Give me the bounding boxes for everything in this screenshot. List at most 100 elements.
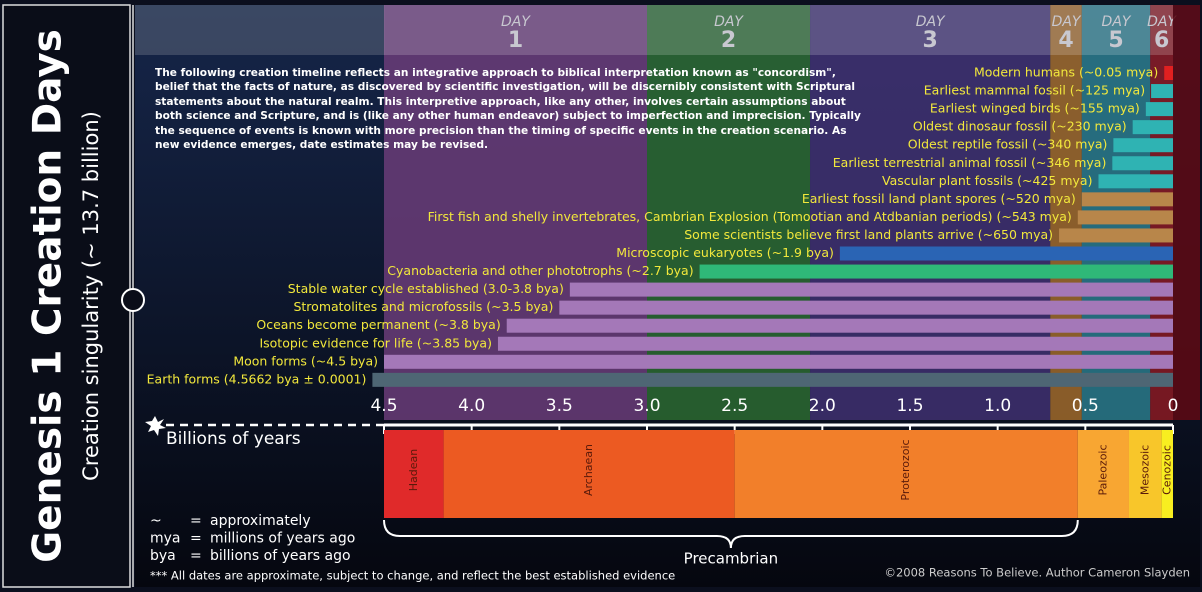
- x-tick-label: 2.5: [721, 396, 748, 416]
- x-tick-label: 2.0: [809, 396, 836, 416]
- x-tick-label: 4.0: [458, 396, 485, 416]
- bar: [839, 246, 1173, 261]
- bar-label: Oldest reptile fossil (~340 mya): [908, 137, 1108, 152]
- bar-label: Earth forms (4.5662 bya ± 0.0001): [147, 371, 367, 386]
- legend: ~ = approximately mya = millions of years ago…: [150, 513, 355, 564]
- bar: [1164, 66, 1173, 80]
- era-label: Paleozoic: [1096, 444, 1109, 495]
- bar: [1081, 192, 1173, 207]
- legend-equals: =: [190, 548, 202, 564]
- bar-label: Vascular plant fossils (~425 mya): [882, 173, 1092, 188]
- era-label: Hadean: [407, 449, 420, 492]
- legend-equals: =: [190, 531, 202, 547]
- legend-meaning: millions of years ago: [210, 531, 355, 547]
- day-header: [1050, 5, 1082, 55]
- day-label: DAY: [1102, 14, 1132, 30]
- intro-text: The following creation timeline reflects…: [155, 67, 861, 152]
- era: [1161, 430, 1173, 518]
- bar-label: Stable water cycle established (3.0-3.8 …: [288, 281, 564, 296]
- day-label: DAY: [1052, 14, 1082, 30]
- legend-meaning: billions of years ago: [210, 548, 351, 564]
- bar: [1113, 138, 1173, 153]
- bar: [1151, 84, 1173, 99]
- day-header: [810, 5, 1051, 55]
- bar: [699, 264, 1173, 279]
- x-tick-label: 0: [1168, 396, 1179, 416]
- day-column: [1050, 5, 1082, 420]
- x-axis-label: Billions of years: [166, 429, 301, 449]
- day-number: 4: [1058, 28, 1073, 53]
- bars: Modern humans (~0.05 mya) Earliest mammal…: [147, 65, 1173, 387]
- day-number: 5: [1108, 28, 1123, 53]
- bar-label: Earliest mammal fossil (~125 mya): [924, 83, 1145, 98]
- era-label: Proterozoic: [899, 439, 912, 500]
- era: [443, 430, 735, 518]
- x-tick-label: 1.0: [984, 396, 1011, 416]
- bar-label: Moon forms (~4.5 bya): [233, 353, 378, 368]
- bar-label: Isotopic evidence for life (~3.85 bya): [259, 335, 492, 350]
- day-label: DAY: [501, 14, 531, 30]
- bar: [372, 372, 1173, 387]
- day-label: DAY: [1147, 14, 1177, 30]
- bar-label: Stromatolites and microfossils (~3.5 bya…: [293, 299, 553, 314]
- bar: [1077, 210, 1173, 225]
- bar-label: Earliest winged birds (~155 mya): [930, 101, 1140, 116]
- precambrian-brace: [383, 519, 1079, 549]
- bar-label: Modern humans (~0.05 mya): [974, 65, 1158, 80]
- x-tick-label: 3.5: [546, 396, 573, 416]
- sidebar: [2, 4, 131, 588]
- era: [1077, 430, 1129, 518]
- bar: [569, 282, 1173, 297]
- singularity-marker: [121, 288, 145, 312]
- bar: [559, 300, 1173, 315]
- bar-label: Oldest dinosaur fossil (~230 mya): [913, 119, 1127, 134]
- bar-label: Earliest fossil land plant spores (~520 …: [802, 191, 1076, 206]
- legend-symbol: bya: [150, 548, 176, 564]
- legend-symbol: ~: [150, 513, 162, 529]
- bar-label: Microscopic eukaryotes (~1.9 bya): [616, 245, 834, 260]
- axis: 4.5 4.0 3.5 3.0 2.5 2.0 1.5 1.0 0.5 0: [370, 396, 1178, 434]
- credit: ©2008 Reasons To Believe. Author Cameron…: [884, 566, 1190, 580]
- day-label: DAY: [714, 14, 744, 30]
- era: [384, 430, 444, 518]
- x-tick-label: 4.5: [370, 396, 397, 416]
- x-tick-label: 1.5: [896, 396, 923, 416]
- day-header: [1150, 5, 1173, 55]
- era: [734, 430, 1078, 518]
- day-label: DAY: [916, 14, 946, 30]
- legend-equals: =: [190, 513, 202, 529]
- eras: Hadean Archaean Proterozoic Paleozoic Mesozo…: [383, 430, 1173, 568]
- bar-label: First fish and shelly invertebrates, Cam…: [428, 209, 1072, 224]
- bar: [1145, 102, 1173, 117]
- day-column: [810, 5, 1051, 420]
- bar: [497, 336, 1173, 351]
- bar: [1098, 174, 1173, 189]
- day-number: 3: [923, 28, 938, 53]
- bar: [1112, 156, 1173, 171]
- bar-label: Earliest terrestrial animal fossil (~346…: [833, 155, 1107, 170]
- era: [1128, 430, 1162, 518]
- after-column: [1173, 5, 1200, 420]
- day-column: [384, 5, 647, 420]
- era-label: Archaean: [582, 444, 595, 496]
- bar: [506, 318, 1173, 333]
- x-tick-label: 0.5: [1072, 396, 1099, 416]
- header-band: [135, 5, 385, 55]
- bar-label: Cyanobacteria and other phototrophs (~2.…: [387, 263, 693, 278]
- bar-label: Oceans become permanent (~3.8 bya): [256, 317, 500, 332]
- sidebar-subtitle: Creation singularity (~ 13.7 billion): [79, 111, 103, 481]
- day-header: [1081, 5, 1151, 55]
- era-label: Mesozoic: [1138, 445, 1151, 495]
- legend-meaning: approximately: [210, 513, 311, 529]
- x-tick-label: 3.0: [633, 396, 660, 416]
- bar: [1059, 228, 1173, 243]
- day-column: [647, 5, 811, 420]
- bar: [384, 354, 1173, 369]
- footnote: *** All dates are approximate, subject t…: [150, 569, 675, 583]
- bar: [1132, 120, 1173, 135]
- sidebar-title: Genesis 1 Creation Days: [26, 29, 71, 563]
- legend-symbol: mya: [150, 531, 181, 547]
- star-icon: [145, 416, 166, 436]
